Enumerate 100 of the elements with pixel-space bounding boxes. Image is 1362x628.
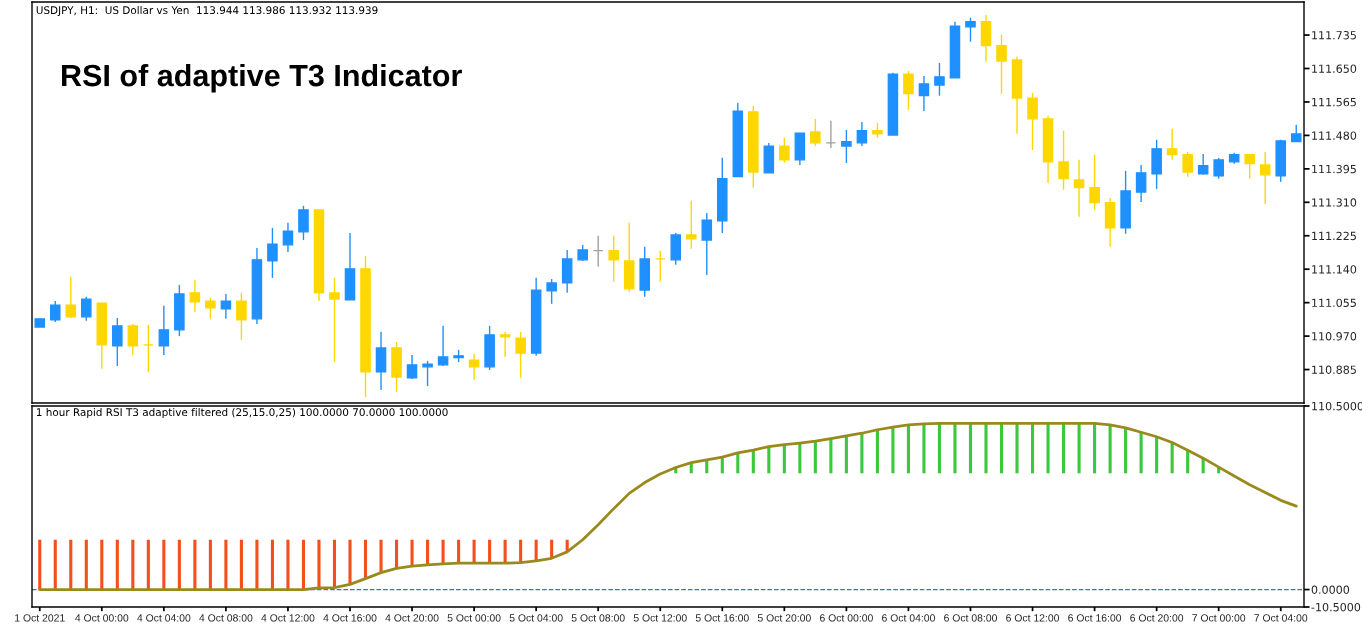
- y-tick-label: 111.225: [1312, 231, 1356, 241]
- bar: [891, 427, 895, 474]
- candlestick: [810, 118, 821, 147]
- bar: [224, 539, 228, 590]
- bar: [131, 539, 135, 590]
- bar: [38, 539, 42, 590]
- candlestick: [49, 300, 61, 323]
- bar: [1062, 423, 1066, 474]
- candlestick: [81, 296, 92, 322]
- candlestick: [515, 331, 526, 379]
- bar: [177, 539, 181, 590]
- bar: [410, 539, 414, 567]
- bar: [1093, 423, 1097, 474]
- x-tick-label: 1 Oct 2021: [15, 614, 65, 622]
- candlestick: [468, 353, 480, 381]
- candlestick: [903, 70, 914, 111]
- annotation: USDJPY, H1: US Dollar vs Yen 113.944 113.986 113.932 113.939: [36, 6, 378, 17]
- bar: [255, 539, 259, 590]
- x-tick-label: 7 Oct 04:00: [1254, 614, 1308, 622]
- x-tick-label: 6 Oct 20:00: [1130, 614, 1184, 622]
- y-tick-label: 111.480: [1312, 131, 1357, 140]
- bar: [69, 539, 73, 590]
- candlestick: [1089, 153, 1100, 211]
- x-tick-label: 6 Oct 16:00: [1068, 614, 1122, 622]
- bar: [239, 539, 243, 590]
- y-tick-label: 0.0000: [1311, 585, 1350, 594]
- bar: [100, 539, 104, 590]
- candlestick: [546, 278, 557, 305]
- bar: [208, 539, 212, 590]
- candlestick: [406, 354, 418, 380]
- bar: [472, 539, 476, 564]
- bar: [441, 539, 445, 564]
- candlestick: [996, 33, 1007, 95]
- x-tick-label: 7 Oct 00:00: [1192, 614, 1246, 622]
- candlestick: [1259, 151, 1271, 205]
- candlestick: [980, 14, 992, 63]
- bar: [1077, 423, 1081, 474]
- bar: [953, 423, 957, 474]
- bar: [968, 423, 973, 474]
- candlestick: [189, 279, 201, 313]
- candlestick: [220, 293, 232, 320]
- x-tick-label: 5 Oct 20:00: [757, 614, 811, 622]
- candlestick: [282, 222, 294, 253]
- bar: [999, 423, 1004, 474]
- x-tick-label: 4 Oct 12:00: [261, 614, 315, 622]
- y-tick-label: 111.055: [1312, 298, 1356, 308]
- bar: [767, 446, 771, 474]
- x-tick-label: 5 Oct 00:00: [447, 614, 501, 622]
- bar: [162, 539, 166, 590]
- candlestick: [608, 235, 619, 283]
- candlestick: [422, 360, 433, 387]
- candlestick: [918, 75, 930, 112]
- bar: [1155, 436, 1159, 474]
- bar: [317, 539, 321, 588]
- y-tick-label: 111.735: [1312, 31, 1356, 40]
- bar: [782, 444, 786, 474]
- candlestick: [1197, 153, 1209, 176]
- bar: [922, 423, 926, 474]
- candlestick: [779, 137, 790, 164]
- bar: [426, 539, 430, 565]
- text: RSI of adaptive T3 Indicator: [62, 63, 462, 93]
- candlestick: [825, 120, 837, 149]
- x-tick-label: 5 Oct 16:00: [695, 614, 749, 622]
- candlestick: [127, 323, 139, 356]
- candlestick: [1213, 157, 1224, 180]
- candlestick: [1027, 92, 1038, 151]
- x-tick-label: 6 Oct 00:00: [819, 614, 873, 622]
- candlestick: [437, 325, 449, 367]
- x-tick-label: 4 Oct 20:00: [385, 614, 439, 622]
- candlestick: [934, 62, 945, 97]
- bar: [984, 423, 988, 474]
- y-tick-label: 111.140: [1312, 265, 1357, 274]
- candlestick: [158, 305, 170, 356]
- y-tick-label: -10.5000: [1311, 602, 1361, 612]
- y-tick-label: 111.650: [1312, 64, 1357, 73]
- bar: [503, 539, 507, 564]
- y-tick-label: 110.885: [1312, 365, 1356, 374]
- candlestick: [841, 129, 852, 164]
- candlestick: [112, 317, 123, 367]
- candlestick: [65, 276, 77, 319]
- x-tick-label: 6 Oct 12:00: [1006, 614, 1060, 622]
- bar: [798, 443, 802, 474]
- bar: [84, 539, 88, 590]
- candlestick: [298, 205, 309, 241]
- candlestick: [856, 121, 868, 147]
- bar: [457, 539, 461, 564]
- bar: [115, 539, 119, 590]
- candlestick: [1182, 151, 1193, 178]
- candlestick: [592, 235, 604, 268]
- candlestick: [1073, 159, 1085, 218]
- bar: [937, 423, 942, 474]
- bar: [379, 539, 383, 573]
- bar: [1139, 432, 1143, 474]
- bar: [844, 435, 848, 474]
- candlestick: [143, 324, 154, 373]
- bar: [829, 438, 833, 474]
- bar: [906, 424, 910, 474]
- candlestick: [329, 277, 340, 363]
- x-tick-label: 5 Oct 12:00: [633, 614, 687, 622]
- x-tick-label: 6 Oct 04:00: [882, 614, 935, 622]
